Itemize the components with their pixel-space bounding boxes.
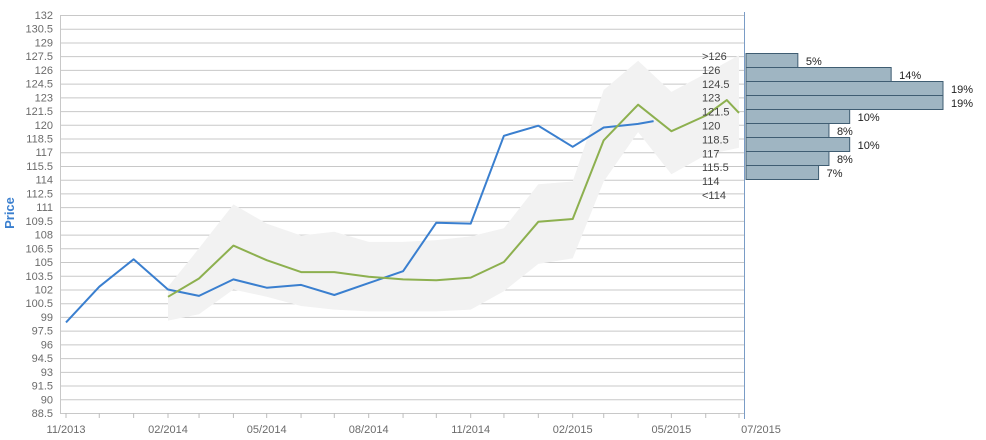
- x-tick-label: 07/2015: [741, 424, 781, 436]
- histogram-percent-label: 19%: [951, 84, 973, 96]
- histogram-bin-label: 115.5: [702, 162, 729, 174]
- estimate-range-band: [168, 55, 739, 321]
- y-tick-label: 103.5: [25, 271, 53, 283]
- histogram-bar: [745, 123, 830, 138]
- histogram-bin-label: 117: [702, 148, 720, 160]
- y-tick-label: 120: [35, 120, 53, 132]
- y-tick-label: 124.5: [25, 79, 53, 91]
- actual-price-line: [65, 120, 654, 324]
- y-tick-label: 109.5: [25, 216, 53, 228]
- y-tick-label: 129: [35, 37, 53, 49]
- y-tick-label: 114: [35, 175, 53, 187]
- y-tick-label: 123: [35, 92, 53, 104]
- x-tick-label: 08/2014: [349, 424, 389, 436]
- y-tick-label: 111: [36, 202, 53, 214]
- histogram-bar: [745, 81, 944, 96]
- y-tick-label: 132: [35, 10, 53, 22]
- histogram-percent-label: 14%: [899, 70, 921, 82]
- histogram-bin-label: 124.5: [702, 79, 730, 91]
- y-tick-label: 127.5: [25, 51, 53, 63]
- histogram-bin-label: 123: [702, 93, 720, 105]
- y-tick-label: 97.5: [32, 326, 53, 338]
- y-tick-label: 94.5: [32, 353, 53, 365]
- x-tick-label: 02/2014: [148, 424, 188, 436]
- y-axis-title: Price: [2, 197, 17, 229]
- x-tick-label: 11/2013: [47, 424, 86, 436]
- x-tick-label: 02/2015: [553, 424, 593, 436]
- histogram-bar: [745, 53, 799, 68]
- histogram-percent-label: 5%: [806, 56, 822, 68]
- y-tick-label: 90: [41, 394, 53, 406]
- histogram-bin-label: <114: [702, 190, 726, 202]
- histogram-percent-label: 8%: [837, 126, 853, 138]
- y-tick-label: 108: [35, 230, 53, 242]
- y-tick-label: 106.5: [25, 243, 53, 255]
- y-tick-label: 99: [41, 312, 53, 324]
- y-tick-label: 117: [35, 147, 53, 159]
- histogram-percent-label: 8%: [837, 154, 853, 166]
- histogram-bar: [745, 109, 851, 124]
- x-tick-label: 11/2014: [451, 424, 490, 436]
- histogram-bar: [745, 67, 892, 82]
- histogram-bar: [745, 95, 944, 110]
- histogram-percent-label: 10%: [858, 112, 880, 124]
- histogram-bar: [745, 151, 830, 166]
- y-tick-label: 112.5: [26, 188, 53, 200]
- y-tick-label: 102: [35, 284, 53, 296]
- histogram-bar: [745, 165, 820, 180]
- histogram-bin-label: 120: [702, 121, 720, 133]
- histogram-bin-label: 126: [702, 65, 720, 77]
- y-tick-label: 91.5: [32, 381, 53, 393]
- y-tick-label: 88.5: [32, 408, 53, 420]
- y-tick-label: 96: [41, 339, 53, 351]
- y-tick-label: 93: [41, 367, 53, 379]
- y-tick-label: 118.5: [26, 134, 53, 146]
- average-estimate-line: [167, 99, 740, 298]
- histogram-bar: [745, 137, 851, 152]
- histogram-bin-label: 118.5: [702, 134, 729, 146]
- y-tick-label: 121.5: [25, 106, 53, 118]
- y-tick-label: 100.5: [25, 298, 53, 310]
- histogram-percent-label: 10%: [858, 140, 880, 152]
- histogram-bin-label: >126: [702, 51, 727, 63]
- y-tick-label: 115.5: [26, 161, 53, 173]
- y-tick-label: 130.5: [25, 24, 53, 36]
- x-tick-label: 05/2014: [247, 424, 287, 436]
- histogram-bin-label: 114: [702, 176, 720, 188]
- histogram-bin-label: 121.5: [702, 107, 730, 119]
- y-tick-label: 105: [35, 257, 53, 269]
- histogram-percent-label: 19%: [951, 98, 973, 110]
- x-tick-label: 05/2015: [651, 424, 691, 436]
- histogram-percent-label: 7%: [827, 168, 843, 180]
- y-tick-label: 126: [35, 65, 53, 77]
